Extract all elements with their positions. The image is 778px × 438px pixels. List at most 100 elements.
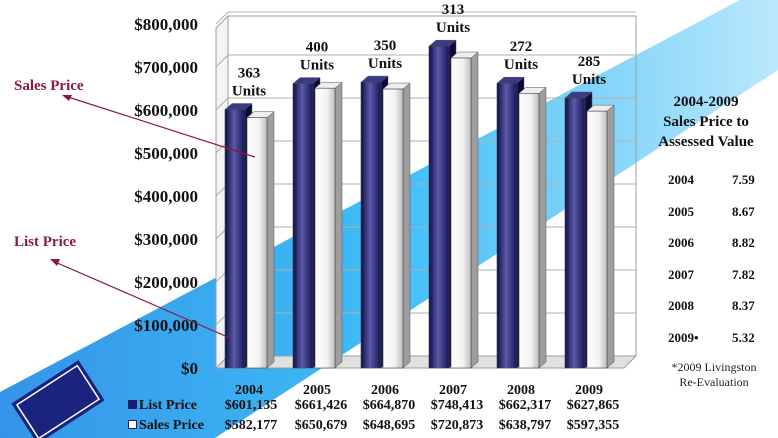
ratio-year: 2009• xyxy=(668,329,699,345)
unit-count-word: Units xyxy=(300,58,334,74)
table-cell: $597,355 xyxy=(566,418,620,433)
table-cell: $748,413 xyxy=(430,398,484,413)
ratio-row: 2008 8.37 xyxy=(668,298,772,316)
legend-entry: List Price xyxy=(128,398,220,414)
table-cell: $720,873 xyxy=(430,418,484,433)
unit-count-word: Units xyxy=(504,57,538,73)
bar-list-price xyxy=(360,81,382,369)
bar-list-price xyxy=(496,82,518,369)
unit-count-word: Units xyxy=(436,20,470,36)
ratio-row: 2009• 5.32 xyxy=(668,330,772,348)
x-tick-label: 2009 xyxy=(575,383,603,398)
ratio-year: 2006 xyxy=(668,235,694,250)
legend-entry: Sales Price xyxy=(128,418,220,434)
table-cell: $650,679 xyxy=(294,418,348,433)
unit-count-number: 313 xyxy=(442,2,465,18)
unit-count-number: 285 xyxy=(578,54,601,70)
y-tick-label: $0 xyxy=(181,359,198,378)
bar-sales-price-side xyxy=(266,111,275,369)
ratio-year: 2008 xyxy=(668,298,694,313)
ratio-year: 2004 xyxy=(668,172,694,187)
ratio-value: 8.67 xyxy=(732,203,755,219)
y-tick-label: $800,000 xyxy=(134,15,198,34)
x-tick-label: 2004 xyxy=(235,383,263,398)
bar-sales-price xyxy=(450,57,472,369)
bar-sales-price-side xyxy=(334,81,343,369)
x-tick-label: 2008 xyxy=(507,383,535,398)
bar-sales-price xyxy=(246,117,268,369)
ratio-title-line2: Sales Price to xyxy=(663,114,749,130)
table-cell: $664,870 xyxy=(362,398,416,413)
unit-count-word: Units xyxy=(572,72,606,88)
table-row-list-price: List Price $601,135 $661,426 $664,870 $748,4… xyxy=(128,398,648,418)
footnote-line1: *2009 Livingston xyxy=(671,360,757,374)
legend-swatch xyxy=(128,400,137,409)
ratio-table-title: 2004-2009 Sales Price to Assessed Value xyxy=(636,92,776,152)
list-price-arrowhead xyxy=(50,259,60,266)
unit-count-number: 272 xyxy=(510,39,533,55)
y-tick-label: $100,000 xyxy=(134,316,198,335)
ratio-value: 8.37 xyxy=(732,298,755,313)
table-cell: $582,177 xyxy=(224,418,278,433)
y-tick-label: $500,000 xyxy=(134,144,198,163)
x-tick-label: 2005 xyxy=(303,383,331,398)
y-tick-label: $400,000 xyxy=(134,187,198,206)
bar-sales-price-side xyxy=(538,86,547,369)
x-tick-label: 2007 xyxy=(439,383,467,398)
unit-count-number: 350 xyxy=(374,38,397,54)
bar-sales-price xyxy=(382,88,404,369)
bar-sales-price-side xyxy=(606,104,615,369)
legend-label: List Price xyxy=(139,398,197,413)
sales-price-annotation: Sales Price xyxy=(14,78,84,94)
ratio-value: 7.82 xyxy=(732,266,755,282)
unit-count-number: 363 xyxy=(238,66,261,82)
bar-sales-price xyxy=(518,93,540,369)
bar-sales-price xyxy=(586,110,608,369)
table-row-sales-price: Sales Price $582,177 $650,679 $648,695 $720,… xyxy=(128,418,648,438)
list-price-annotation: List Price xyxy=(14,234,77,250)
gridline xyxy=(215,54,636,68)
list-price-arrow xyxy=(54,261,231,339)
unit-count-word: Units xyxy=(368,56,402,72)
legend-swatch xyxy=(128,420,137,429)
plot-area: $0 $100,000 $200,000 $300,000 $400,000 $500,0… xyxy=(134,2,638,398)
ratio-row: 2005 8.67 xyxy=(668,204,772,222)
ratio-year: 2005 xyxy=(668,203,694,219)
unit-count-word: Units xyxy=(232,84,266,100)
coldwell-banker-logo xyxy=(11,360,105,438)
ratio-title-line3: Assessed Value xyxy=(658,134,754,150)
table-cell: $662,317 xyxy=(498,398,552,413)
ratio-footnote: *2009 Livingston Re-Evaluation xyxy=(650,360,778,390)
legend-label: Sales Price xyxy=(139,418,204,433)
y-tick-label: $300,000 xyxy=(134,230,198,249)
gridline xyxy=(215,11,636,25)
bar-sales-price-side xyxy=(402,82,411,369)
table-cell: $638,797 xyxy=(498,418,552,433)
y-tick-label: $700,000 xyxy=(134,58,198,77)
ratio-title-line1: 2004-2009 xyxy=(673,94,739,110)
ratio-year: 2007 xyxy=(668,266,694,282)
table-cell: $661,426 xyxy=(294,398,348,413)
ratio-row: 2006 8.82 xyxy=(668,235,772,253)
ratio-row: 2007 7.82 xyxy=(668,267,772,285)
bar-list-price xyxy=(428,45,450,369)
x-tick-label: 2006 xyxy=(371,383,399,398)
table-cell: $648,695 xyxy=(362,418,416,433)
y-tick-label: $200,000 xyxy=(134,273,198,292)
bar-list-price xyxy=(292,83,314,369)
sales-price-arrow xyxy=(67,96,256,158)
bar-list-price xyxy=(564,97,586,369)
bar-list-price xyxy=(224,109,246,369)
ratio-value: 8.82 xyxy=(732,235,755,250)
footnote-line2: Re-Evaluation xyxy=(679,375,749,389)
bar-sales-price-side xyxy=(470,51,479,369)
table-cell: $601,135 xyxy=(224,398,278,413)
sales-price-arrowhead xyxy=(62,95,72,101)
bar-sales-price xyxy=(314,87,336,369)
table-cell: $627,865 xyxy=(566,398,620,413)
unit-count-number: 400 xyxy=(306,40,329,56)
ratio-row: 2004 7.59 xyxy=(668,172,772,190)
y-tick-label: $600,000 xyxy=(134,101,198,120)
ratio-value: 5.32 xyxy=(732,329,755,345)
